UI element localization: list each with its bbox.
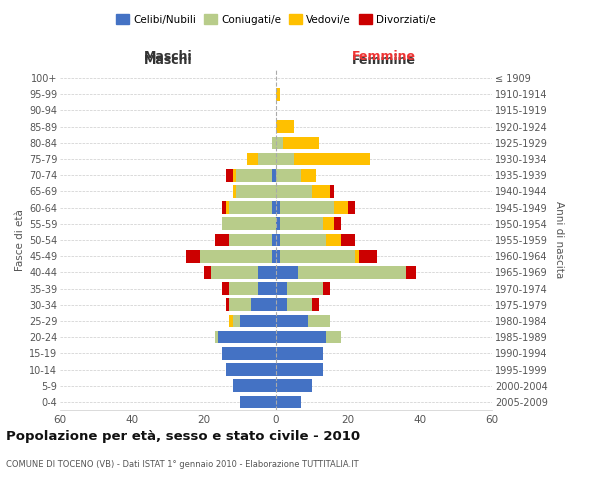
Bar	[272, 136, 276, 149]
Bar	[251, 298, 276, 311]
Bar	[326, 234, 341, 246]
Bar	[276, 169, 301, 181]
Y-axis label: Fasce di età: Fasce di età	[14, 209, 25, 271]
Bar	[276, 396, 301, 408]
Bar	[215, 234, 229, 246]
Bar	[294, 152, 370, 166]
Bar	[276, 152, 294, 166]
Bar	[301, 169, 316, 181]
Bar	[229, 234, 272, 246]
Text: Femmine: Femmine	[352, 50, 416, 62]
Bar	[280, 202, 334, 214]
Bar	[222, 347, 276, 360]
Bar	[312, 185, 330, 198]
Bar	[240, 314, 276, 328]
Bar	[233, 380, 276, 392]
Bar	[276, 120, 294, 133]
Y-axis label: Anni di nascita: Anni di nascita	[554, 202, 565, 278]
Bar	[233, 185, 236, 198]
Bar	[226, 363, 276, 376]
Bar	[229, 202, 272, 214]
Bar	[272, 202, 276, 214]
Bar	[226, 298, 229, 311]
Bar	[334, 218, 341, 230]
Bar	[308, 314, 330, 328]
Bar	[355, 250, 359, 262]
Text: Popolazione per età, sesso e stato civile - 2010: Popolazione per età, sesso e stato civil…	[6, 430, 360, 443]
Bar	[341, 234, 355, 246]
Bar	[276, 185, 312, 198]
Bar	[226, 202, 229, 214]
Bar	[200, 250, 272, 262]
Bar	[276, 234, 280, 246]
Bar	[247, 152, 258, 166]
Bar	[298, 266, 406, 278]
Bar	[276, 347, 323, 360]
Bar	[229, 314, 233, 328]
Bar	[222, 282, 229, 295]
Bar	[287, 298, 312, 311]
Bar	[222, 218, 276, 230]
Bar	[323, 282, 330, 295]
Text: COMUNE DI TOCENO (VB) - Dati ISTAT 1° gennaio 2010 - Elaborazione TUTTITALIA.IT: COMUNE DI TOCENO (VB) - Dati ISTAT 1° ge…	[6, 460, 359, 469]
Bar	[276, 266, 298, 278]
Bar	[280, 250, 355, 262]
Bar	[215, 331, 218, 344]
Bar	[233, 314, 240, 328]
Bar	[276, 380, 312, 392]
Bar	[229, 282, 258, 295]
Bar	[272, 250, 276, 262]
Bar	[258, 282, 276, 295]
Bar	[330, 185, 334, 198]
Bar	[406, 266, 416, 278]
Bar	[287, 282, 323, 295]
Bar	[280, 218, 323, 230]
Bar	[276, 298, 287, 311]
Bar	[276, 331, 326, 344]
Bar	[236, 169, 272, 181]
Bar	[186, 250, 200, 262]
Bar	[258, 152, 276, 166]
Bar	[276, 250, 280, 262]
Bar	[240, 396, 276, 408]
Bar	[359, 250, 377, 262]
Bar	[348, 202, 355, 214]
Bar	[276, 136, 283, 149]
Text: Femmine: Femmine	[352, 54, 416, 67]
Bar	[326, 331, 341, 344]
Bar	[204, 266, 211, 278]
Text: Maschi: Maschi	[143, 50, 193, 62]
Bar	[258, 266, 276, 278]
Bar	[276, 218, 280, 230]
Bar	[334, 202, 348, 214]
Bar	[233, 169, 236, 181]
Bar	[276, 363, 323, 376]
Bar	[211, 266, 258, 278]
Bar	[229, 298, 251, 311]
Bar	[272, 169, 276, 181]
Legend: Celibi/Nubili, Coniugati/e, Vedovi/e, Divorziati/e: Celibi/Nubili, Coniugati/e, Vedovi/e, Di…	[112, 10, 440, 29]
Bar	[276, 314, 308, 328]
Bar	[218, 331, 276, 344]
Bar	[272, 234, 276, 246]
Bar	[280, 234, 326, 246]
Bar	[276, 202, 280, 214]
Bar	[323, 218, 334, 230]
Text: Maschi: Maschi	[143, 54, 193, 67]
Bar	[276, 282, 287, 295]
Bar	[283, 136, 319, 149]
Bar	[312, 298, 319, 311]
Bar	[276, 88, 280, 101]
Bar	[236, 185, 276, 198]
Bar	[222, 202, 226, 214]
Bar	[226, 169, 233, 181]
